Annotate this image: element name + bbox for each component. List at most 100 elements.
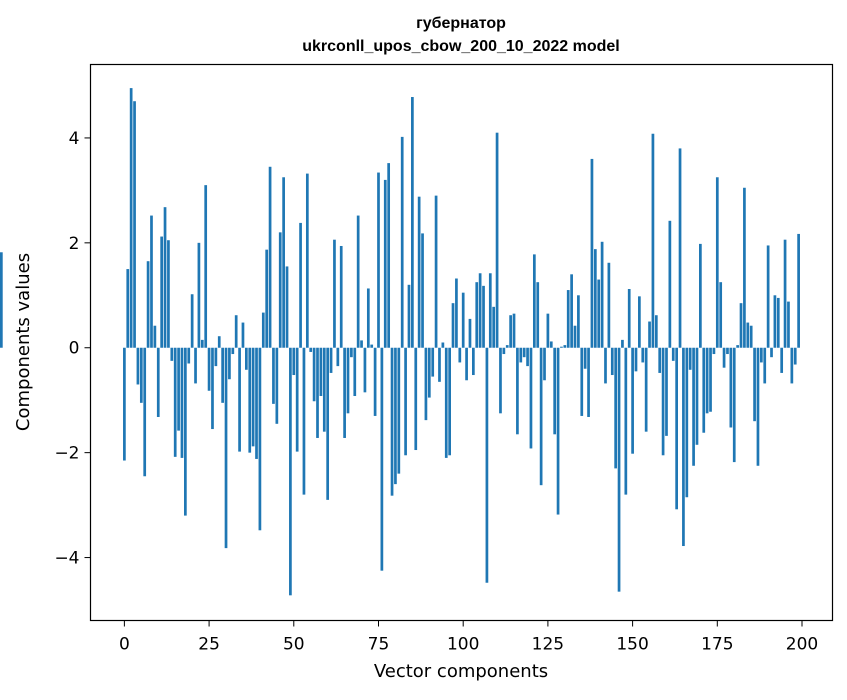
bar [417, 196, 421, 348]
bar [268, 166, 272, 348]
x-tick-label: 75 [368, 635, 390, 655]
bar [160, 236, 164, 348]
bar [299, 222, 302, 348]
bar [397, 347, 401, 474]
bar [434, 195, 438, 348]
bar [736, 345, 739, 348]
bar [729, 347, 733, 428]
x-tick-label: 50 [283, 635, 305, 655]
bar [319, 347, 323, 397]
bar [624, 347, 628, 495]
bar [241, 322, 245, 348]
bar [126, 269, 130, 348]
bar [465, 347, 468, 381]
x-axis-ticks: 0 25 50 75 100 125 150 175 200 [119, 620, 818, 655]
bar [722, 347, 726, 368]
bar [163, 207, 167, 348]
bar [322, 347, 326, 432]
bar [580, 347, 584, 416]
bar [468, 318, 472, 348]
bar [590, 158, 594, 348]
y-axis-label: Components values [13, 253, 34, 431]
bar [553, 347, 557, 435]
bar [207, 347, 211, 391]
y-tick-label: −4 [54, 549, 79, 569]
bar [522, 347, 526, 358]
bar [685, 347, 689, 498]
bar [495, 132, 499, 348]
bar [641, 347, 645, 363]
bar [441, 342, 445, 348]
bar [532, 254, 536, 348]
bar [292, 347, 296, 376]
bar [139, 347, 143, 403]
bar [682, 347, 685, 547]
bar [336, 347, 340, 367]
bar [654, 315, 658, 348]
bar [326, 347, 330, 500]
bar [197, 242, 201, 348]
bar [167, 240, 170, 348]
bar [739, 303, 743, 348]
bar [129, 88, 133, 348]
y-tick-label: 0 [69, 339, 80, 359]
bar [0, 252, 3, 348]
bar [478, 273, 482, 348]
bar [363, 347, 367, 393]
bar [221, 347, 224, 403]
bar [692, 347, 695, 466]
bar [770, 347, 773, 358]
bar [234, 315, 238, 348]
bar [699, 243, 702, 348]
bar [705, 347, 709, 414]
bar [333, 239, 336, 348]
bar [614, 347, 618, 469]
x-tick-label: 200 [786, 635, 818, 655]
bar [380, 347, 384, 571]
bar [607, 262, 611, 348]
bar [499, 347, 502, 414]
bar [648, 321, 651, 348]
bar [356, 215, 360, 348]
bar [228, 347, 231, 380]
bar [156, 347, 160, 417]
bar [587, 347, 590, 417]
bar [675, 347, 678, 510]
x-tick-label: 25 [198, 635, 220, 655]
bar [248, 347, 252, 453]
bar [282, 177, 285, 348]
bar [448, 347, 451, 456]
bars-group [0, 88, 800, 596]
bar [671, 347, 675, 361]
bar [719, 282, 723, 348]
bar [278, 232, 282, 348]
bar [261, 312, 265, 348]
bar [390, 347, 394, 496]
bar [790, 347, 794, 384]
bar [502, 347, 506, 355]
bar [245, 347, 248, 370]
bar [136, 347, 140, 385]
bar [258, 347, 262, 531]
bar [492, 306, 496, 348]
bar [455, 278, 458, 348]
bar [238, 347, 241, 452]
bar [556, 347, 560, 515]
bar [573, 325, 577, 348]
x-tick-label: 150 [616, 635, 648, 655]
bar [763, 347, 767, 384]
bar [272, 347, 275, 404]
bar [373, 347, 377, 416]
bar [787, 301, 790, 348]
bar [661, 347, 665, 456]
bar [153, 325, 157, 348]
bar [255, 347, 258, 459]
bar [305, 173, 309, 348]
bar [177, 347, 180, 431]
bar [780, 347, 784, 373]
bar [184, 347, 187, 516]
bar [505, 345, 509, 348]
bar [316, 347, 319, 438]
bar [472, 347, 475, 376]
bar [211, 347, 214, 430]
